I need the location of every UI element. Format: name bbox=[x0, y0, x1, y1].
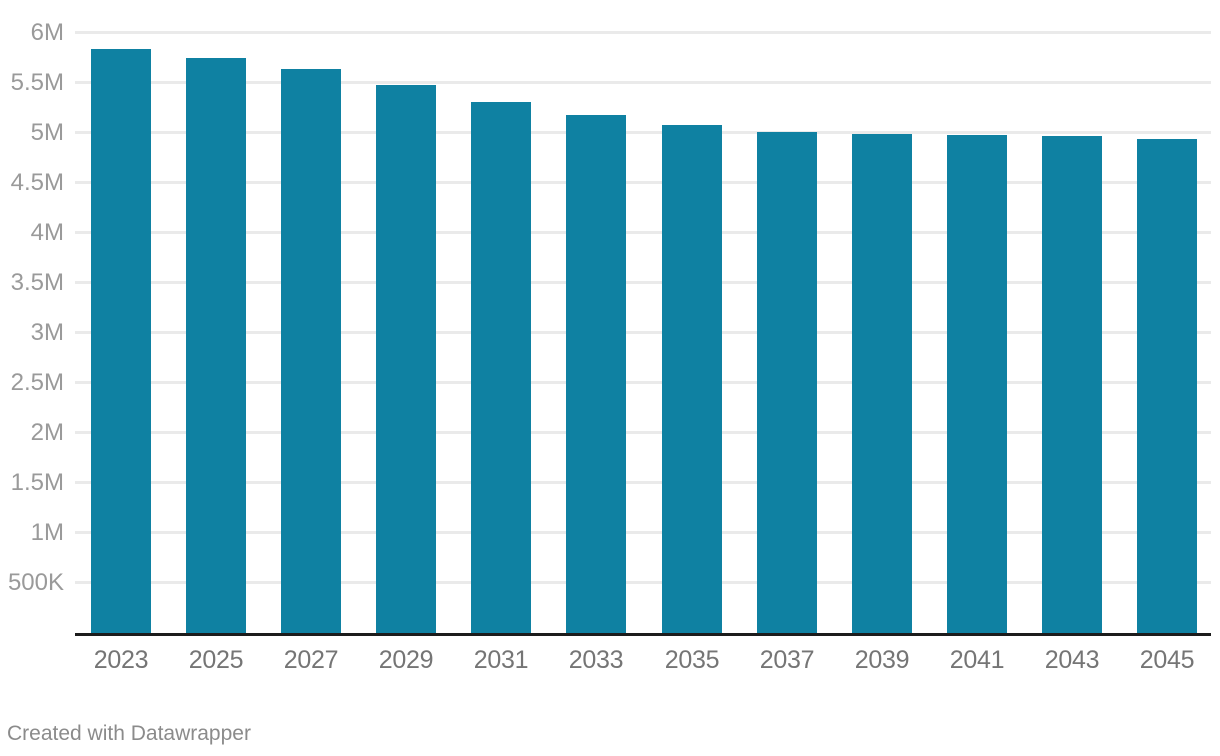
bar-2045[interactable] bbox=[1137, 138, 1197, 633]
y-tick-label: 3M bbox=[30, 318, 64, 346]
x-tick-label: 2043 bbox=[1044, 646, 1100, 674]
y-tick-label: 5.5M bbox=[10, 68, 64, 96]
bar-2031[interactable] bbox=[471, 101, 531, 633]
bar-2027[interactable] bbox=[281, 68, 341, 633]
gridline-2M bbox=[75, 431, 1211, 435]
bar-2033[interactable] bbox=[566, 114, 626, 633]
x-tick-label: 2045 bbox=[1139, 646, 1195, 674]
bar-2029[interactable] bbox=[376, 84, 436, 633]
x-axis-line bbox=[75, 633, 1211, 636]
x-tick-label: 2039 bbox=[854, 646, 910, 674]
x-tick-label: 2023 bbox=[93, 646, 149, 674]
x-tick-label: 2025 bbox=[188, 646, 244, 674]
gridline-1M bbox=[75, 531, 1211, 535]
y-tick-label: 3.5M bbox=[10, 268, 64, 296]
bar-2043[interactable] bbox=[1042, 135, 1102, 633]
x-tick-label: 2037 bbox=[759, 646, 815, 674]
gridline-5.5M bbox=[75, 81, 1211, 85]
x-tick-label: 2033 bbox=[568, 646, 624, 674]
gridline-5M bbox=[75, 131, 1211, 135]
gridline-3M bbox=[75, 331, 1211, 335]
y-tick-label: 4M bbox=[30, 218, 64, 246]
bar-2039[interactable] bbox=[852, 133, 912, 633]
gridline-1.5M bbox=[75, 481, 1211, 485]
y-tick-label: 6M bbox=[30, 18, 64, 46]
gridline-4M bbox=[75, 231, 1211, 235]
x-tick-label: 2041 bbox=[949, 646, 1005, 674]
bar-2037[interactable] bbox=[757, 131, 817, 633]
y-tick-label: 2.5M bbox=[10, 368, 64, 396]
y-tick-label: 1.5M bbox=[10, 468, 64, 496]
x-tick-label: 2035 bbox=[664, 646, 720, 674]
gridline-3.5M bbox=[75, 281, 1211, 285]
gridline-4.5M bbox=[75, 181, 1211, 185]
bar-2041[interactable] bbox=[947, 134, 1007, 633]
datawrapper-credit: Created with Datawrapper bbox=[7, 722, 251, 745]
gridline-6M bbox=[75, 31, 1211, 35]
x-tick-label: 2029 bbox=[378, 646, 434, 674]
y-tick-label: 1M bbox=[30, 518, 64, 546]
y-tick-label: 4.5M bbox=[10, 168, 64, 196]
bar-2025[interactable] bbox=[186, 57, 246, 633]
y-tick-label: 5M bbox=[30, 118, 64, 146]
x-tick-label: 2031 bbox=[473, 646, 529, 674]
x-tick-label: 2027 bbox=[283, 646, 339, 674]
gridline-2.5M bbox=[75, 381, 1211, 385]
gridline-500K bbox=[75, 581, 1211, 585]
y-tick-label: 500K bbox=[7, 568, 64, 596]
bar-2023[interactable] bbox=[91, 48, 151, 633]
bar-2035[interactable] bbox=[662, 124, 722, 633]
y-tick-label: 2M bbox=[30, 418, 64, 446]
